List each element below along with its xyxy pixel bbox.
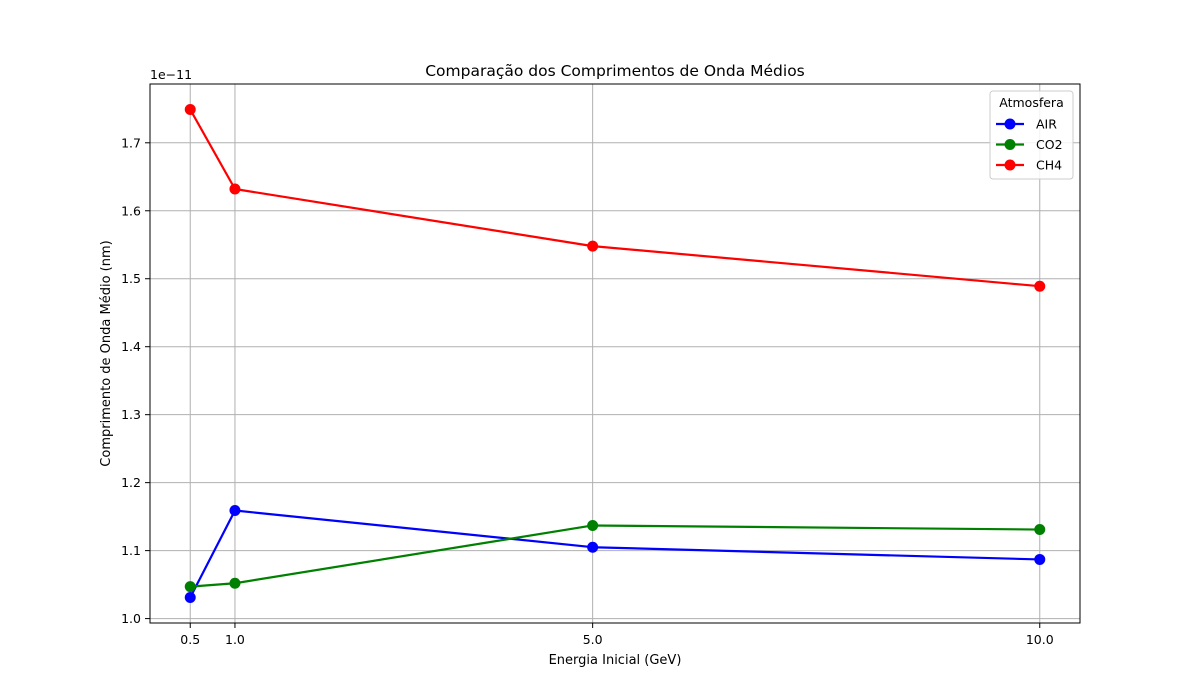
- x-tick-label: 5.0: [583, 632, 603, 647]
- data-point: [1034, 280, 1046, 292]
- legend-marker: [1004, 118, 1016, 130]
- legend-label: AIR: [1036, 117, 1057, 132]
- legend-label: CH4: [1036, 158, 1062, 173]
- grid: [150, 84, 1080, 623]
- legend-items: AIR CO2 CH4: [996, 117, 1063, 173]
- data-point: [587, 541, 599, 553]
- legend-item: CH4: [996, 158, 1062, 173]
- data-point: [229, 577, 241, 589]
- y-tick-label: 1.7: [121, 135, 141, 150]
- legend-item: AIR: [996, 117, 1057, 132]
- y-tick-label: 1.0: [121, 611, 141, 626]
- legend-title: Atmosfera: [999, 95, 1063, 110]
- legend-box: [989, 90, 1074, 180]
- y-tick-label: 1.4: [121, 339, 141, 354]
- x-axis-label: Energia Inicial (GeV): [549, 653, 682, 668]
- series-line: [189, 509, 1040, 599]
- legend-label: CO2: [1036, 137, 1063, 152]
- x-tick-label: 0.5: [180, 632, 200, 647]
- legend-marker: [1004, 159, 1016, 171]
- x-tick-label: 10.0: [1026, 632, 1054, 647]
- legend: Atmosfera AIR CO2 CH4: [989, 90, 1074, 180]
- ticks: 0.5 1.0 5.0 10.0 1.0 1.1 1.2 1.3 1.4 1.5 1.6 1.7: [121, 135, 1054, 647]
- y-tick-label: 1.6: [121, 203, 141, 218]
- data-point: [184, 103, 196, 115]
- data-point: [229, 183, 241, 195]
- series-line: [190, 524, 1040, 588]
- legend-marker: [1004, 139, 1016, 150]
- y-tick-label: 1.3: [121, 407, 141, 422]
- legend-item: CO2: [996, 137, 1063, 152]
- data-point: [1034, 553, 1046, 565]
- series-ch4: [184, 103, 1046, 292]
- plot-frame: [149, 83, 1081, 624]
- data-point: [184, 581, 196, 593]
- y-offset-label: 1e−11: [150, 67, 192, 82]
- series-line: [189, 108, 1040, 288]
- y-tick-label: 1.5: [121, 271, 141, 286]
- series-air: [184, 505, 1046, 604]
- y-tick-label: 1.2: [121, 475, 141, 490]
- data-point: [184, 592, 196, 604]
- data-point: [587, 519, 599, 531]
- chart-title: Comparação dos Comprimentos de Onda Médi…: [425, 62, 805, 80]
- y-axis-label: Comprimento de Onda Médio (nm): [99, 240, 114, 466]
- data-point: [1034, 524, 1046, 536]
- series-group: [184, 103, 1046, 604]
- data-point: [229, 505, 241, 517]
- data-point: [587, 240, 599, 252]
- x-tick-label: 1.0: [225, 632, 245, 647]
- y-tick-label: 1.1: [121, 543, 141, 558]
- series-co2: [184, 519, 1046, 593]
